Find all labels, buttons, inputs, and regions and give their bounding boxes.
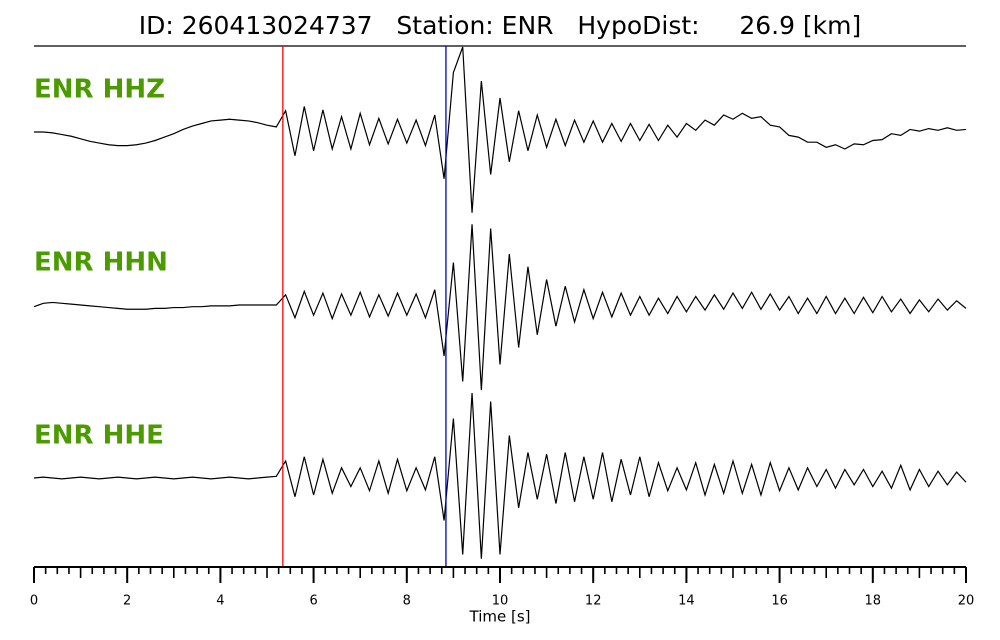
x-tick-label: 8: [403, 594, 411, 609]
x-tick-label: 18: [865, 594, 882, 609]
x-tick-label: 6: [309, 594, 317, 609]
x-tick-label: 16: [771, 594, 788, 609]
x-tick-label: 2: [123, 594, 131, 609]
x-axis-label: Time [s]: [469, 608, 531, 626]
x-tick-label: 20: [958, 594, 975, 609]
x-tick-label: 14: [678, 594, 695, 609]
waveform: [33, 392, 967, 559]
x-tick-label: 0: [30, 594, 38, 609]
trace-label: ENR HHZ: [34, 75, 165, 105]
x-tick-label: 4: [216, 594, 224, 609]
waveform: [33, 224, 967, 391]
x-tick-label: 12: [585, 594, 602, 609]
waveform: [34, 46, 967, 213]
chart-title: ID: 260413024737 Station: ENR HypoDist: …: [139, 11, 862, 40]
x-tick-label: 10: [492, 594, 509, 609]
trace-label: ENR HHE: [34, 421, 164, 451]
trace-label: ENR HHN: [34, 248, 168, 278]
